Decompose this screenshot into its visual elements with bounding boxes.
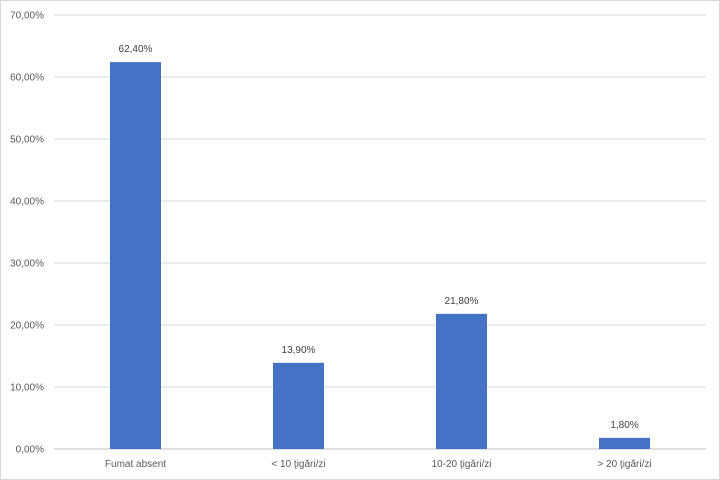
- bar: [436, 313, 487, 449]
- x-tick-label: > 20 ţigări/zi: [597, 459, 651, 470]
- y-tick-label: 30,00%: [10, 259, 44, 270]
- data-label: 21,80%: [445, 296, 479, 307]
- y-tick-label: 10,00%: [10, 383, 44, 394]
- data-label: 1,80%: [610, 420, 638, 431]
- y-tick-label: 70,00%: [10, 11, 44, 22]
- bar: [273, 362, 324, 449]
- x-tick-label: Fumat absent: [105, 459, 166, 470]
- y-tick-label: 60,00%: [10, 73, 44, 84]
- bar: [110, 62, 161, 450]
- data-label: 62,40%: [119, 44, 153, 55]
- y-tick-label: 50,00%: [10, 135, 44, 146]
- x-tick-label: < 10 ţigări/zi: [271, 459, 325, 470]
- bar: [599, 437, 650, 449]
- data-label: 13,90%: [282, 345, 316, 356]
- y-tick-label: 0,00%: [16, 445, 44, 456]
- y-tick-label: 20,00%: [10, 321, 44, 332]
- x-tick-label: 10-20 ţigări/zi: [431, 459, 491, 470]
- y-tick-label: 40,00%: [10, 197, 44, 208]
